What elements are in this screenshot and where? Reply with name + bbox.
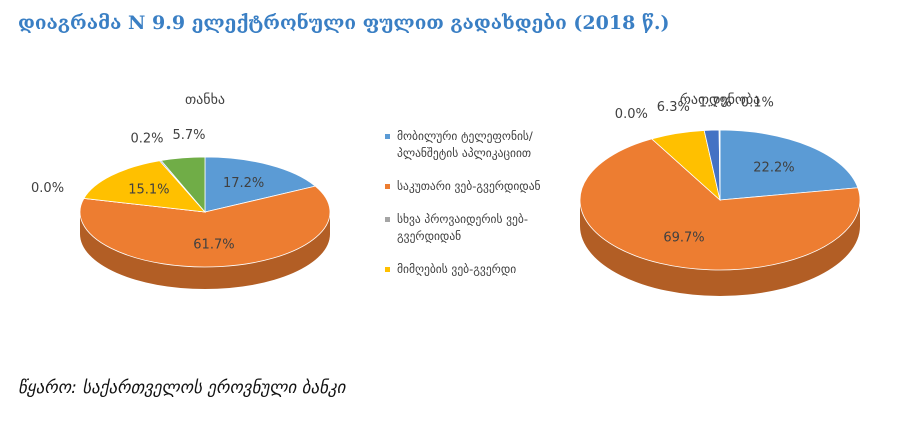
legend-entry: სხვა პროვაიდერის ვებ-გვერდიდან: [385, 211, 565, 245]
data-label: 0.0%: [31, 181, 64, 196]
legend-label: სხვა პროვაიდერის ვებ-გვერდიდან: [397, 212, 528, 243]
data-label: 61.7%: [193, 237, 234, 252]
pie-slice: [718, 129, 721, 201]
data-label: 0.1%: [741, 96, 774, 111]
pie-slice: [204, 156, 317, 213]
legend-swatch: [385, 134, 390, 139]
data-label: 69.7%: [663, 230, 704, 245]
data-label: 22.2%: [753, 160, 794, 175]
legend-swatch: [385, 217, 390, 222]
legend: მობილური ტელეფონის/პლანშეტის აპლიკაციით ს…: [385, 128, 565, 294]
legend-swatch: [385, 184, 390, 189]
legend-label: საკუთარი ვებ-გვერდიდან: [397, 179, 541, 193]
data-label: 6.3%: [657, 100, 690, 115]
data-label: 15.1%: [128, 183, 169, 198]
pie-side: [580, 200, 860, 296]
pie-slice: [160, 156, 206, 214]
data-label: 17.2%: [223, 176, 264, 191]
data-label: 0.0%: [615, 107, 648, 122]
pie-slice: [83, 160, 206, 213]
legend-swatch: [385, 267, 390, 272]
legend-entry: მობილური ტელეფონის/პლანშეტის აპლიკაციით: [385, 128, 565, 162]
pie-side: [80, 212, 330, 289]
source-note: წყარო: საქართველოს ეროვნული ბანკი: [18, 378, 346, 398]
pie-slice: [79, 185, 331, 268]
pie-slice: [579, 138, 861, 271]
data-label: 1.7%: [699, 96, 732, 111]
pie-title: თანხა: [185, 92, 225, 108]
legend-label: მიმღების ვებ-გვერდი: [397, 262, 517, 276]
pie-slice: [719, 129, 859, 201]
data-label: 5.7%: [173, 128, 206, 143]
legend-entry: მიმღების ვებ-გვერდი: [385, 261, 565, 278]
legend-label: მობილური ტელეფონის/პლანშეტის აპლიკაციით: [397, 129, 533, 160]
pie-title: რაოდენობა: [680, 91, 761, 108]
page-title: დიაგრამა N 9.9 ელექტრონული ფულით გადახდე…: [18, 12, 670, 34]
data-label: 0.2%: [131, 132, 164, 147]
legend-entry: საკუთარი ვებ-გვერდიდან: [385, 178, 565, 195]
